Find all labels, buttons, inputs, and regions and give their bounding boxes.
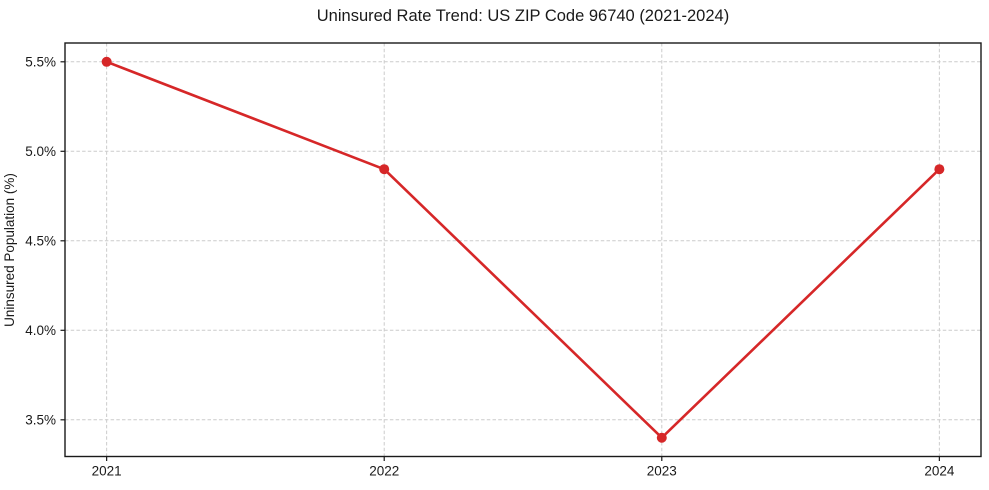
y-tick-label: 4.0% — [25, 323, 56, 338]
y-axis-label: Uninsured Population (%) — [2, 173, 17, 327]
grid-layer — [65, 43, 981, 457]
series-layer — [101, 56, 945, 443]
y-tick-label: 5.5% — [25, 54, 56, 69]
data-point — [379, 164, 390, 175]
plot-border — [64, 42, 982, 458]
chart-title: Uninsured Rate Trend: US ZIP Code 96740 … — [317, 7, 729, 25]
x-tick-label: 2023 — [647, 464, 677, 479]
x-tick-label: 2021 — [92, 464, 122, 479]
data-point — [934, 164, 945, 175]
y-tick-label: 3.5% — [25, 412, 56, 427]
x-tick-label: 2024 — [924, 464, 955, 479]
data-point — [101, 56, 112, 67]
x-tick-label: 2022 — [369, 464, 399, 479]
series-line — [105, 60, 941, 440]
y-tick-label: 4.5% — [25, 233, 56, 248]
y-tick-label: 5.0% — [25, 144, 56, 159]
axis-layer: 2021 2022 2023 2024 3.5% 4.0% 4.5% 5.0% 5.5% — [25, 42, 982, 479]
data-point — [656, 432, 667, 443]
